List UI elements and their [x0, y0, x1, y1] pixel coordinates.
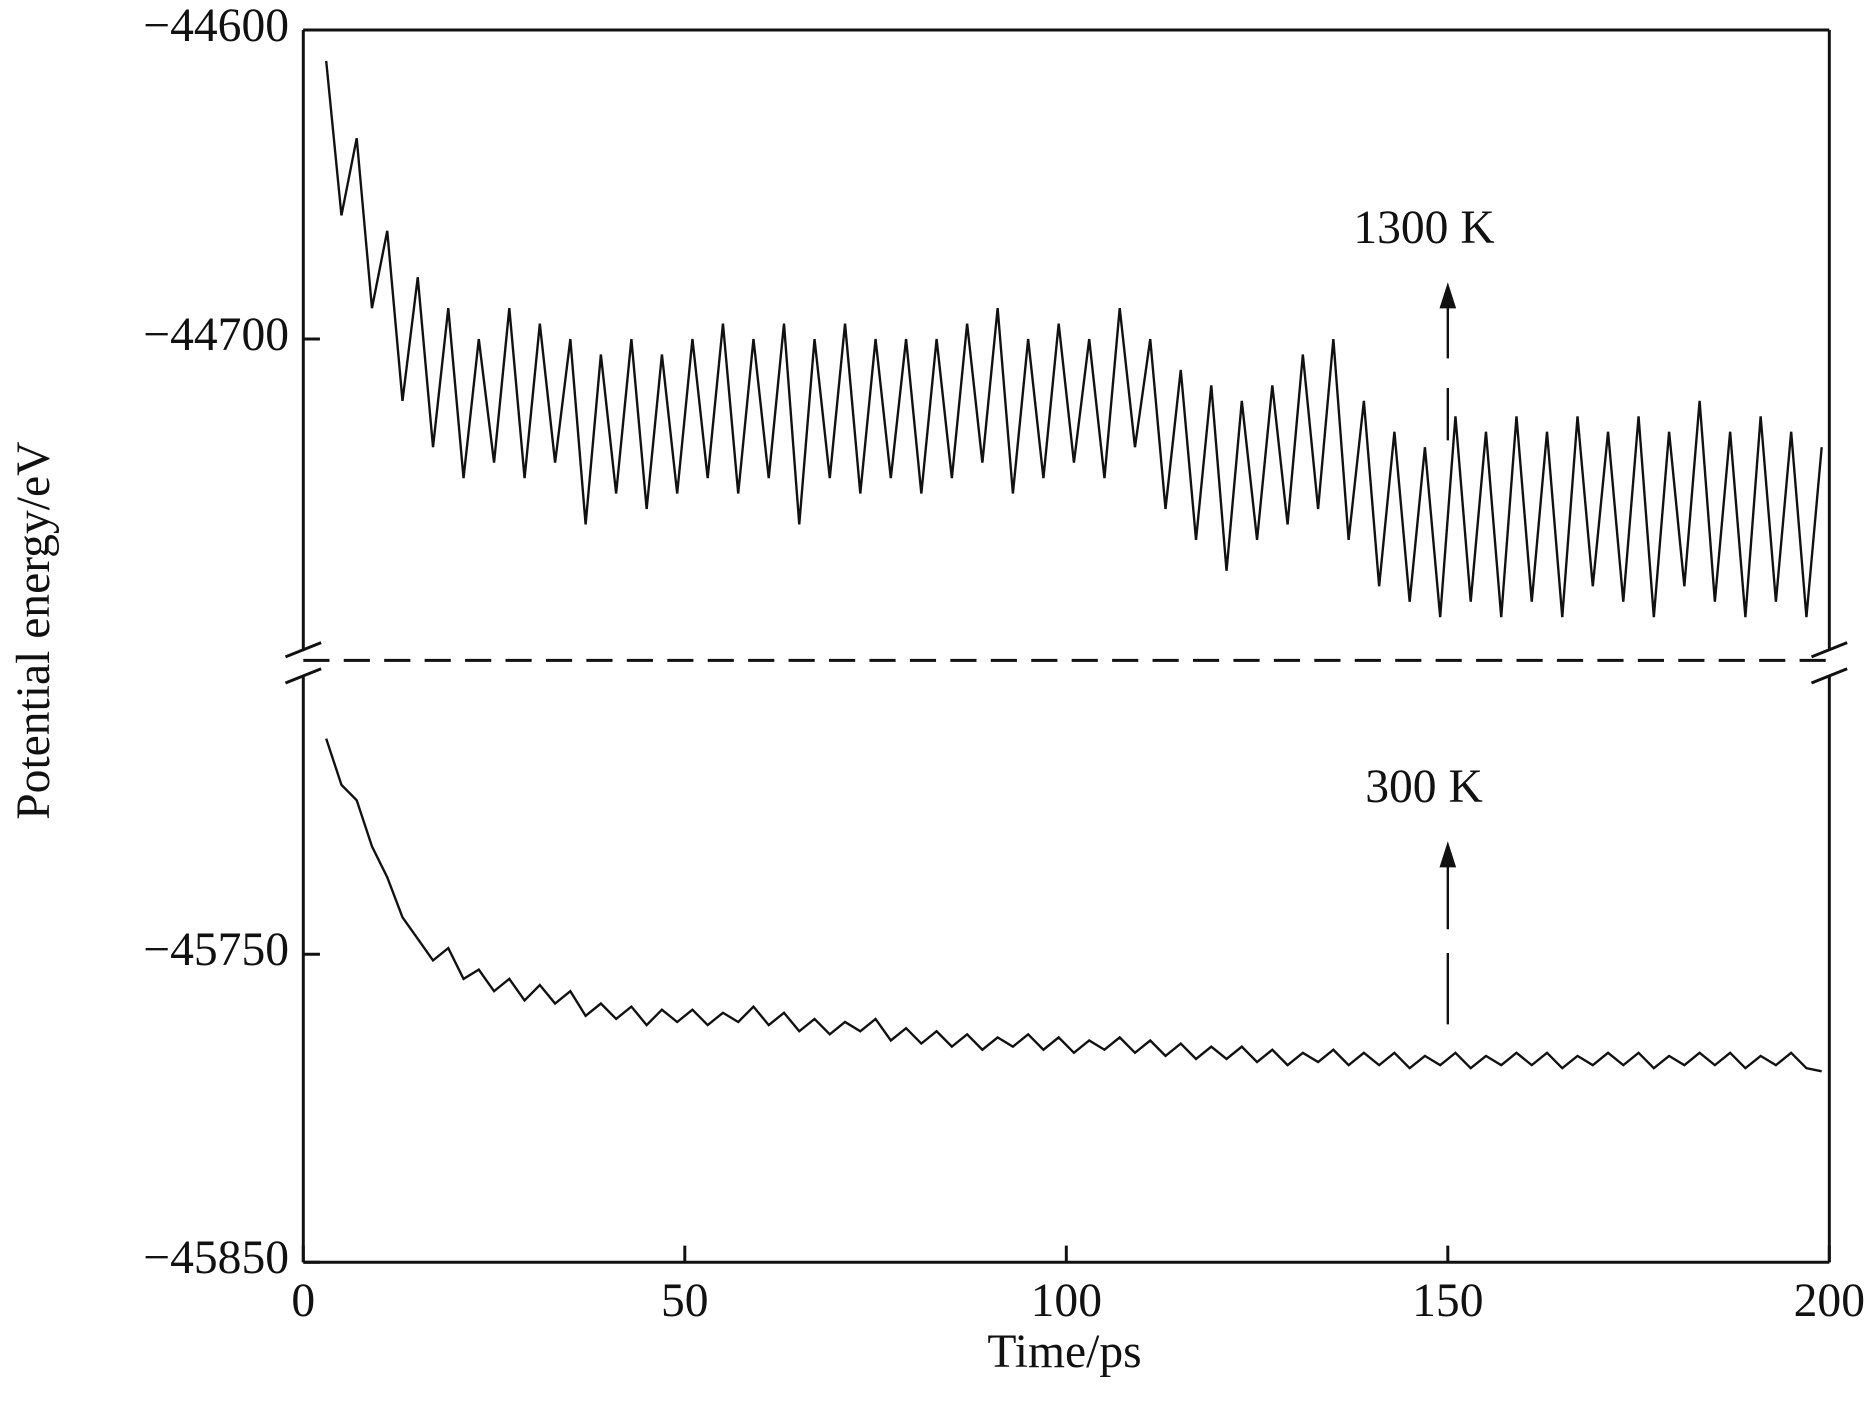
x-tick-label: 50 — [661, 1275, 709, 1327]
y-tick-label: −44700 — [143, 309, 289, 361]
arrow-head — [1439, 841, 1457, 868]
data-line — [325, 60, 1823, 618]
x-tick-label: 150 — [1412, 1275, 1483, 1327]
y-tick-label: −45850 — [143, 1232, 289, 1284]
annotation: 1300 K — [1353, 202, 1494, 254]
y-axis-label: Potential energy/eV — [8, 442, 60, 820]
x-tick-label: 100 — [1031, 1275, 1102, 1327]
y-tick-label: −45750 — [143, 924, 289, 976]
y-tick-label: −44600 — [143, 0, 289, 52]
annotation: 300 K — [1365, 761, 1483, 813]
data-line — [325, 738, 1822, 1073]
frame — [284, 28, 1848, 1264]
x-tick-label: 200 — [1794, 1275, 1865, 1327]
x-axis-label: Time/ps — [987, 1326, 1141, 1378]
x-tick-label: 0 — [291, 1275, 315, 1327]
arrow-head — [1439, 282, 1457, 309]
